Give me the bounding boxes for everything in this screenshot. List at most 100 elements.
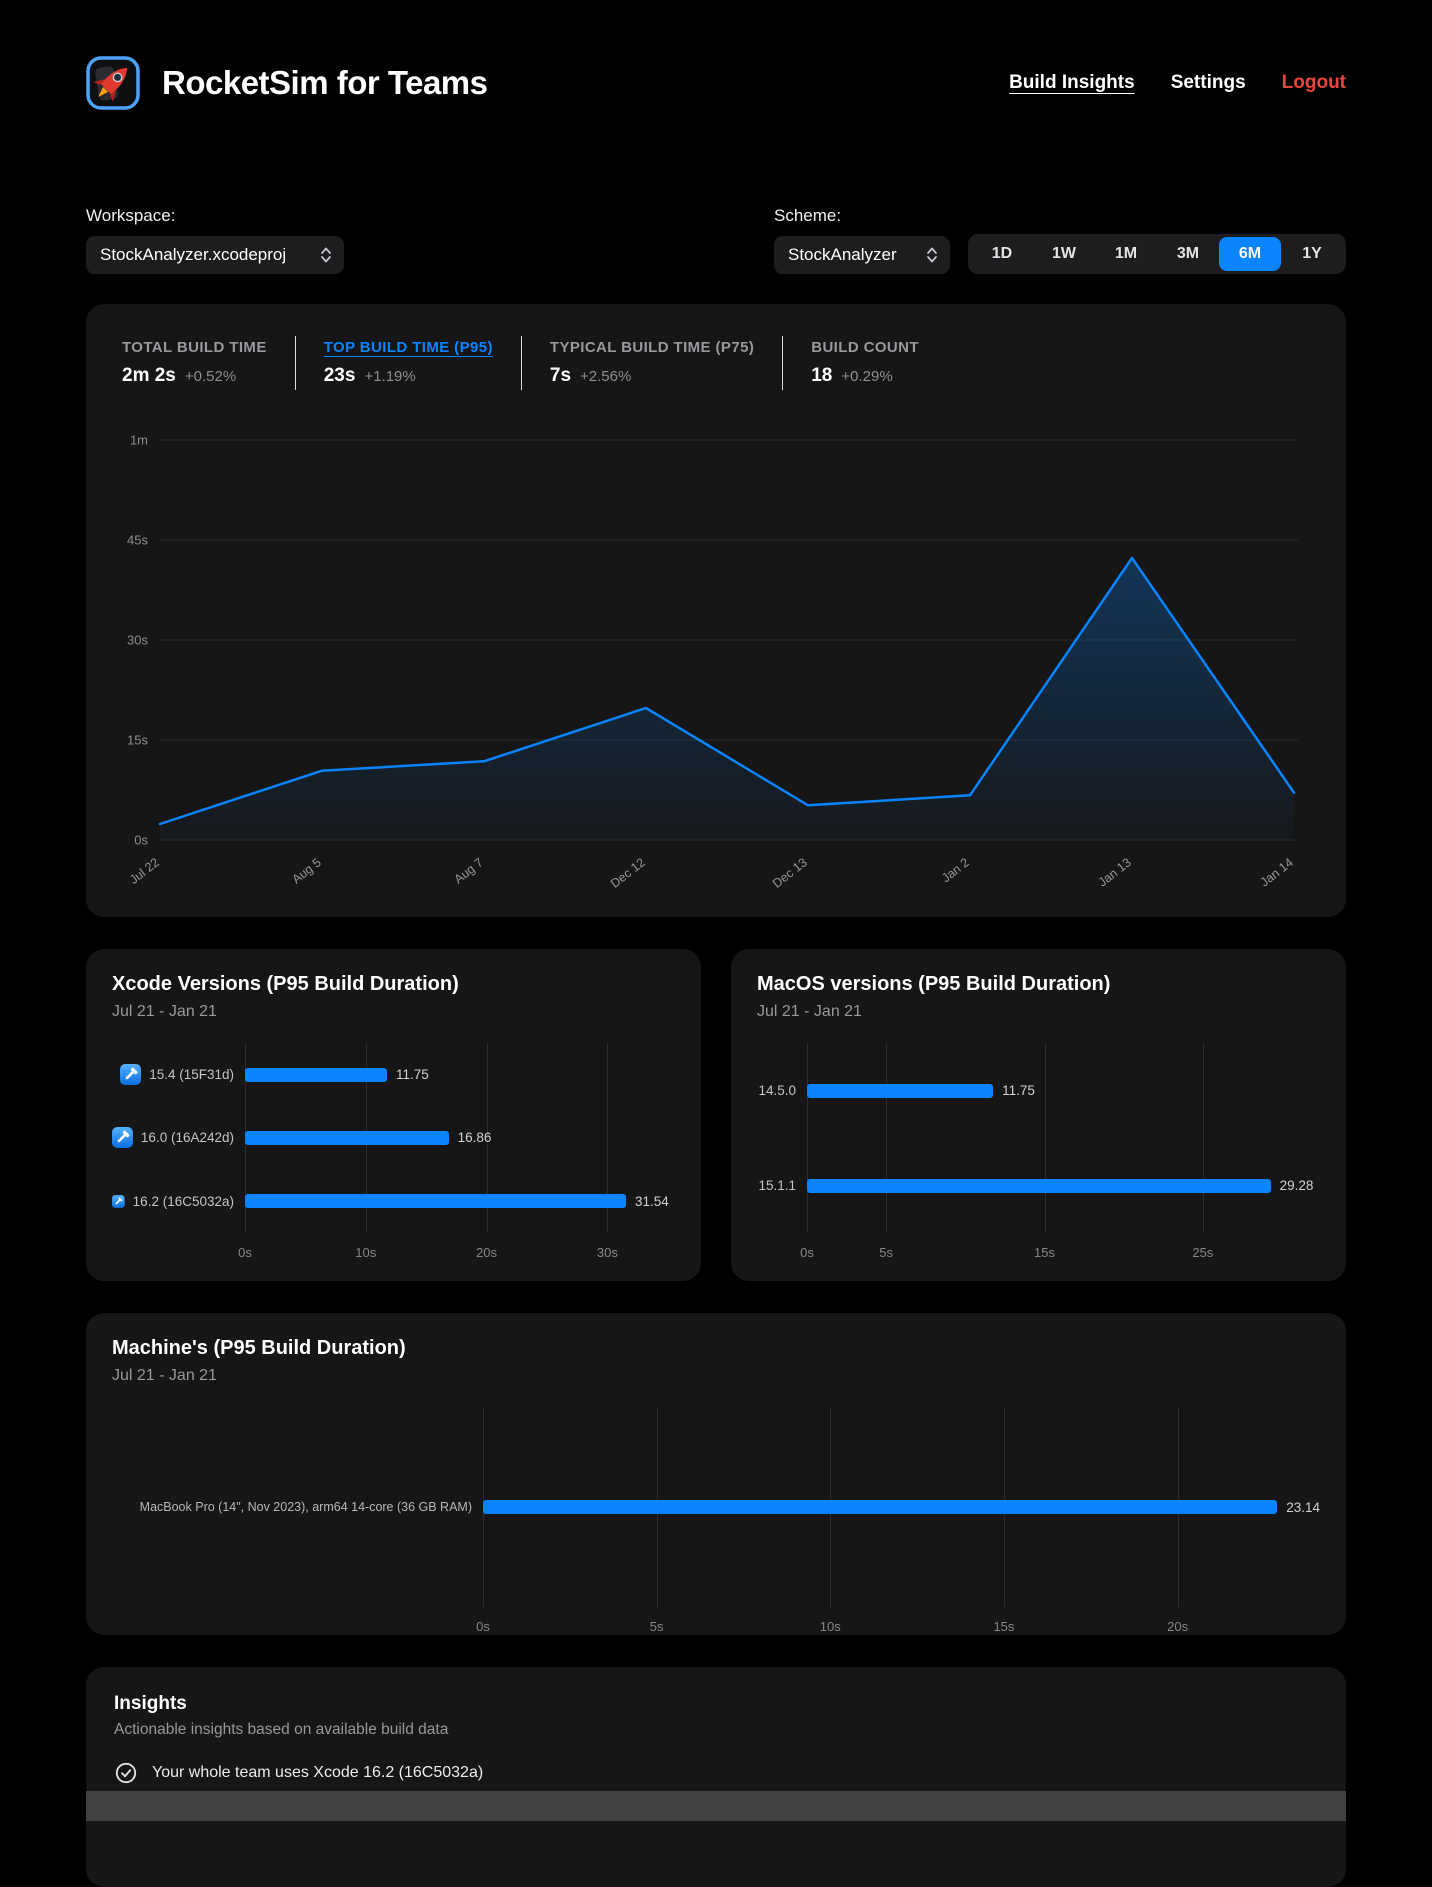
scheme-select[interactable]: StockAnalyzer [774, 236, 950, 274]
gridline [1202, 1043, 1204, 1233]
app-title: RocketSim for Teams [162, 64, 488, 101]
bar-label: 16.2 (16C5032a) [112, 1191, 245, 1212]
bar-plot: 11.75 [245, 1067, 675, 1082]
stat-divider [520, 336, 522, 390]
bar-label: 15.4 (15F31d) [112, 1064, 245, 1086]
range-button-1d[interactable]: 1D [971, 237, 1033, 271]
range-button-1m[interactable]: 1M [1095, 237, 1157, 271]
stat-delta: +1.19% [364, 368, 416, 385]
axis-tick-label: 20s [1167, 1619, 1189, 1634]
x-tick-label: Jul 22 [127, 855, 162, 887]
insight-row-highlight [86, 1791, 1346, 1821]
bar [807, 1083, 994, 1098]
bar-chart-axis: 0s 5s 15s 25s [800, 1233, 1320, 1267]
bar-chart-grid [807, 1043, 1320, 1233]
bar-label: 15.1.1 [758, 1178, 796, 1193]
axis-tick-label: 10s [355, 1245, 377, 1260]
stat-value: 18 [811, 365, 833, 386]
xcode-icon [112, 1127, 133, 1149]
stat-delta: +0.52% [184, 368, 237, 385]
bar [807, 1178, 1271, 1193]
bar-label: 16.0 (16A242d) [112, 1127, 245, 1149]
macos-versions-bar-chart: 14.5.0 11.75 15.1.1 29.28 0s 5s 15s 25s [757, 1043, 1320, 1267]
bar-value-label: 31.54 [634, 1193, 669, 1209]
bar-value-label: 29.28 [1279, 1178, 1314, 1193]
bar-row: 16.2 (16C5032a) 31.54 [112, 1191, 675, 1212]
range-button-6m[interactable]: 6M [1219, 237, 1281, 271]
bar-row: 15.4 (15F31d) 11.75 [112, 1064, 675, 1086]
axis-tick-label: 0s [800, 1245, 814, 1260]
axis-tick-label: 15s [993, 1619, 1015, 1634]
gridline [1044, 1043, 1046, 1233]
xcode-icon [112, 1194, 125, 1208]
stat-label: TYPICAL BUILD TIME (P75) [549, 339, 755, 356]
axis-tick-label: 0s [238, 1245, 252, 1260]
nav-build-insights[interactable]: Build Insights [1009, 72, 1135, 93]
stat-total-build-time[interactable]: TOTAL BUILD TIME 2m 2s +0.52% [122, 339, 267, 387]
bar-row: 14.5.0 11.75 [757, 1083, 1320, 1098]
bar-plot: 16.86 [245, 1130, 675, 1145]
card-title: Xcode Versions (P95 Build Duration) [112, 973, 459, 995]
insights-subtitle: Actionable insights based on available b… [114, 1721, 449, 1738]
rocketsim-app-icon [86, 56, 140, 110]
card-title: Machine's (P95 Build Duration) [112, 1337, 406, 1359]
nav-logout[interactable]: Logout [1281, 72, 1346, 93]
header: RocketSim for Teams Build Insights Settin… [86, 56, 1346, 110]
y-tick-label: 30s [127, 633, 148, 648]
bar-value-label: 11.75 [395, 1067, 429, 1083]
gridline [807, 1043, 808, 1233]
insights-title: Insights [114, 1693, 187, 1714]
axis-tick-label: 30s [596, 1245, 618, 1260]
nav-settings[interactable]: Settings [1170, 72, 1246, 93]
insight-item: Your whole team uses Xcode 16.2 (16C5032… [114, 1761, 1318, 1785]
workspace-label: Workspace: [86, 206, 176, 225]
bar-chart-axis: 0s 10s 20s 30s [238, 1233, 675, 1267]
y-tick-label: 15s [127, 733, 148, 748]
bar-label: 14.5.0 [758, 1083, 796, 1098]
machines-card: Machine's (P95 Build Duration) Jul 21 - … [86, 1313, 1346, 1635]
x-tick-label: Dec 12 [608, 855, 648, 890]
bar-value-label: 16.86 [457, 1130, 492, 1146]
card-subtitle: Jul 21 - Jan 21 [112, 1003, 217, 1020]
scheme-label: Scheme: [774, 206, 842, 225]
page: RocketSim for Teams Build Insights Settin… [86, 0, 1346, 1887]
stat-divider [782, 336, 784, 390]
range-button-1y[interactable]: 1Y [1281, 237, 1343, 271]
x-tick-label: Jan 2 [939, 855, 972, 885]
stat-label: BUILD COUNT [811, 339, 919, 356]
range-button-3m[interactable]: 3M [1157, 237, 1219, 271]
bar [245, 1067, 387, 1082]
stats-row: TOTAL BUILD TIME 2m 2s +0.52% TOP BUILD TIM… [86, 336, 1346, 390]
time-range-segmented-control: 1D 1W 1M 3M 6M 1Y [968, 234, 1346, 274]
bar-plot: 31.54 [245, 1194, 675, 1209]
stat-top-build-time-p95-[interactable]: TOP BUILD TIME (P95) 23s +1.19% [324, 339, 493, 387]
scheme-select-value: StockAnalyzer [788, 245, 897, 264]
bar-row: MacBook Pro (14", Nov 2023), arm64 14-co… [112, 1500, 1320, 1515]
axis-tick-label: 25s [1192, 1245, 1214, 1260]
stat-typical-build-time-p75-[interactable]: TYPICAL BUILD TIME (P75) 7s +2.56% [550, 339, 754, 387]
main-nav: Build Insights Settings Logout [1009, 72, 1346, 94]
chevron-up-down-icon [926, 246, 938, 264]
stat-value-row: 2m 2s +0.52% [122, 365, 267, 387]
bar-plot: 23.14 [483, 1500, 1320, 1515]
stat-build-count[interactable]: BUILD COUNT 18 +0.29% [811, 339, 919, 387]
bar-plot: 11.75 [807, 1083, 1320, 1098]
stat-value-row: 7s +2.56% [550, 365, 754, 387]
insights-card: Insights Actionable insights based on av… [86, 1667, 1346, 1887]
stat-label: TOTAL BUILD TIME [122, 339, 267, 356]
xcode-versions-bar-chart: 15.4 (15F31d) 11.75 16.0 (16A242d) 16.86 16.… [112, 1043, 675, 1267]
scheme-control: Scheme: StockAnalyzer [774, 206, 950, 274]
stat-value: 7s [549, 365, 572, 386]
card-subtitle: Jul 21 - Jan 21 [112, 1367, 217, 1384]
xcode-versions-card: Xcode Versions (P95 Build Duration) Jul … [86, 949, 701, 1281]
stat-delta: +0.29% [841, 368, 893, 385]
version-cards-row: Xcode Versions (P95 Build Duration) Jul … [86, 949, 1346, 1281]
axis-tick-label: 15s [1034, 1245, 1055, 1260]
insight-text: Your whole team uses Xcode 16.2 (16C5032… [152, 1764, 484, 1781]
build-time-line-chart: 0s 15s 30s 45s 1m Jul 22 Aug 5 Aug 7 Dec 12 Dec 1… [127, 433, 1298, 891]
workspace-select[interactable]: StockAnalyzer.xcodeproj [86, 236, 344, 274]
axis-tick-label: 5s [879, 1245, 894, 1260]
range-button-1w[interactable]: 1W [1033, 237, 1095, 271]
axis-tick-label: 5s [649, 1619, 664, 1634]
stat-divider [294, 336, 296, 390]
